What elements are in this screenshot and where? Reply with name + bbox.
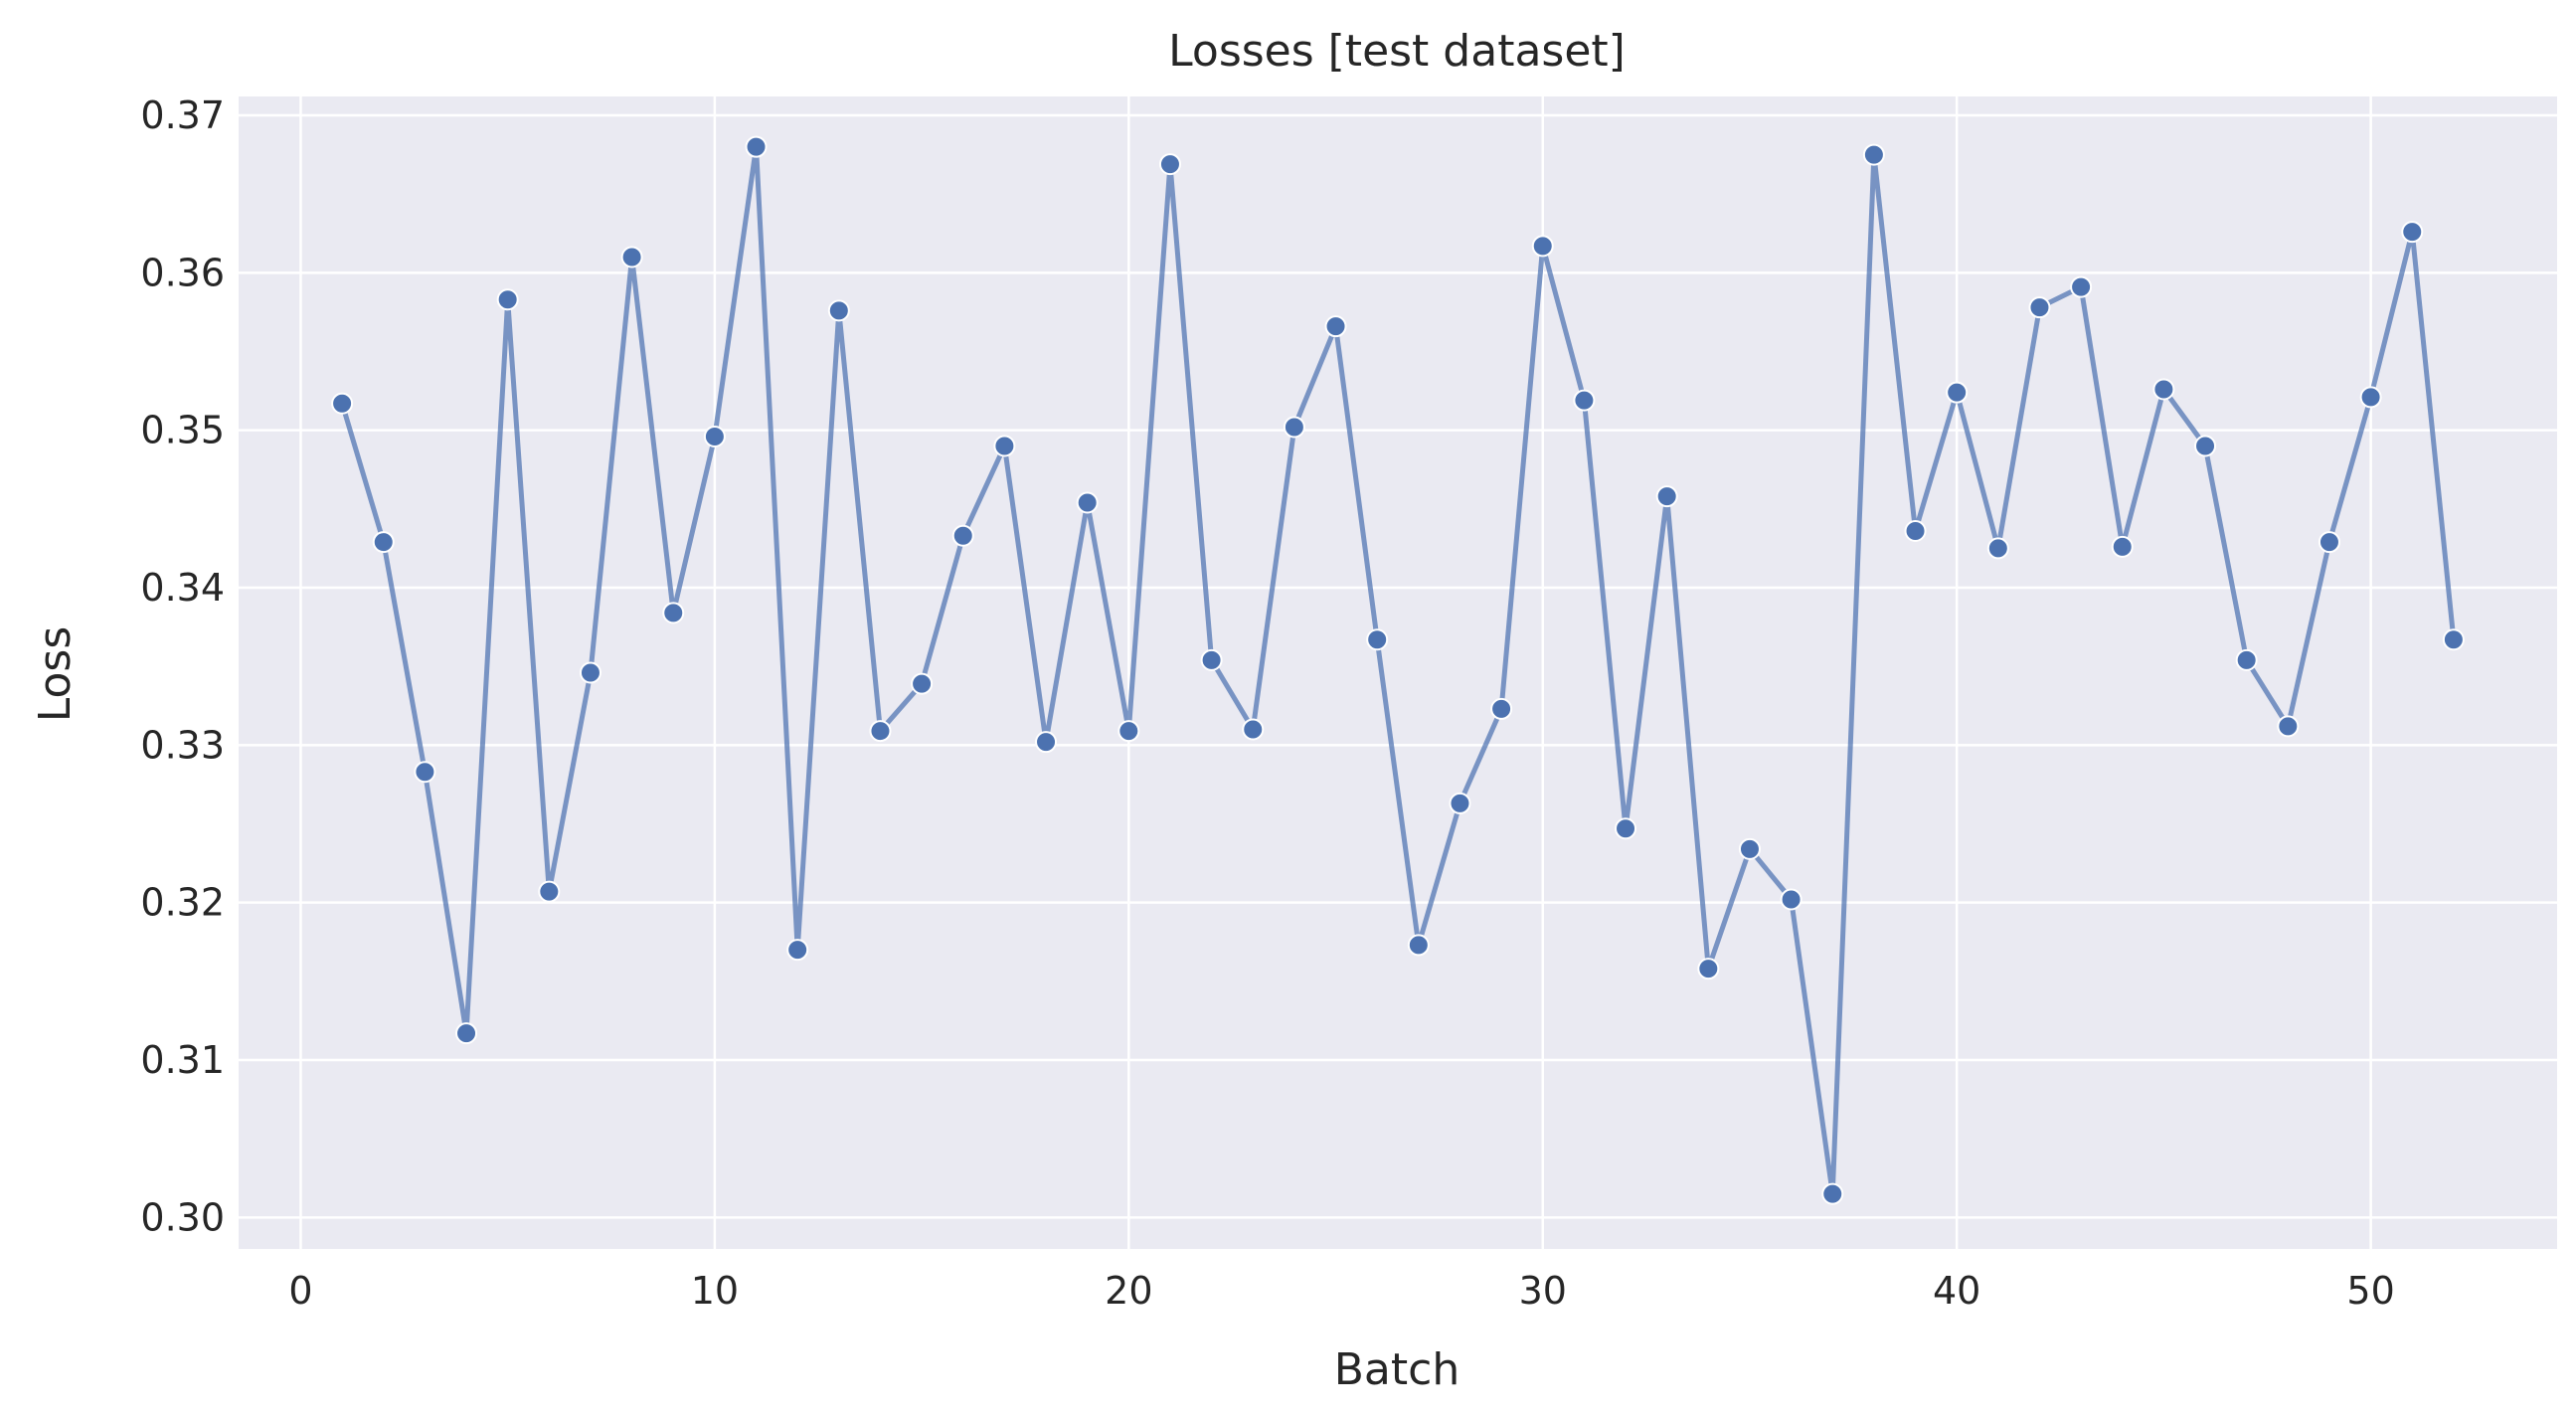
- plot-area: [239, 96, 2557, 1249]
- data-point: [1158, 153, 1181, 176]
- y-tick-label: 0.30: [140, 1195, 225, 1239]
- data-point: [1655, 485, 1678, 508]
- data-point: [786, 939, 809, 962]
- y-tick-label: 0.33: [140, 723, 225, 767]
- data-point: [1904, 520, 1927, 542]
- y-tick-label: 0.35: [140, 409, 225, 452]
- x-tick-label: 0: [288, 1269, 312, 1313]
- data-point: [1449, 792, 1471, 814]
- data-point: [869, 720, 892, 743]
- data-point: [745, 135, 768, 158]
- data-point: [2194, 435, 2217, 457]
- data-point: [1324, 315, 1347, 338]
- data-point: [331, 392, 354, 415]
- data-point: [993, 435, 1016, 457]
- data-point: [538, 880, 561, 903]
- data-point: [496, 288, 519, 311]
- data-point: [414, 761, 436, 784]
- data-point: [1946, 381, 1969, 404]
- x-axis-label: Batch: [1334, 1344, 1460, 1395]
- x-tick-label: 30: [1519, 1269, 1567, 1313]
- data-point: [1531, 235, 1554, 258]
- data-point: [2028, 296, 2051, 319]
- data-point: [827, 299, 850, 322]
- y-tick-label: 0.34: [140, 566, 225, 610]
- data-point: [2359, 386, 2382, 409]
- data-point: [662, 602, 685, 624]
- data-point: [1780, 888, 1803, 911]
- data-point: [455, 1022, 478, 1045]
- x-axis-ticks: 0 10 20 30 40 50: [288, 1269, 2394, 1313]
- data-point: [372, 531, 395, 554]
- data-point: [1573, 389, 1596, 412]
- data-point: [1076, 491, 1099, 514]
- data-point: [2277, 715, 2300, 738]
- data-point: [1738, 837, 1761, 860]
- data-point: [1242, 718, 1265, 741]
- data-point: [1862, 143, 1885, 166]
- data-point: [1200, 648, 1223, 671]
- data-point: [2442, 628, 2465, 651]
- data-point: [1283, 416, 1305, 439]
- y-tick-label: 0.36: [140, 251, 225, 294]
- series-group: [331, 135, 2465, 1205]
- data-point: [1035, 731, 1058, 754]
- y-axis-label: Loss: [30, 626, 81, 723]
- y-tick-label: 0.37: [140, 93, 225, 137]
- y-tick-label: 0.32: [140, 881, 225, 925]
- data-point: [1986, 537, 2009, 560]
- data-point: [951, 524, 974, 547]
- series-line: [339, 144, 2457, 1197]
- data-point: [703, 426, 726, 447]
- y-tick-label: 0.31: [140, 1038, 225, 1082]
- y-axis-ticks: 0.30 0.31 0.32 0.33 0.34 0.35 0.36 0.37: [140, 93, 225, 1239]
- chart-title: Losses [test dataset]: [1168, 26, 1626, 77]
- data-point: [620, 246, 643, 268]
- data-point: [911, 672, 934, 695]
- data-point: [1407, 934, 1430, 957]
- data-point: [1366, 628, 1389, 651]
- data-point: [2111, 535, 2134, 558]
- data-point: [2235, 648, 2258, 671]
- data-point: [1697, 958, 1720, 980]
- grid: [239, 96, 2557, 1249]
- x-tick-label: 40: [1933, 1269, 1980, 1313]
- data-point: [1821, 1182, 1844, 1205]
- x-tick-label: 10: [691, 1269, 739, 1313]
- x-tick-label: 20: [1105, 1269, 1152, 1313]
- data-point: [2401, 221, 2424, 244]
- data-point: [1615, 817, 1637, 840]
- data-point: [2070, 275, 2093, 298]
- data-point: [2152, 378, 2175, 401]
- data-point: [2318, 531, 2340, 554]
- data-point: [579, 661, 601, 684]
- x-tick-label: 50: [2346, 1269, 2394, 1313]
- data-point: [1490, 697, 1513, 720]
- data-point: [1117, 720, 1140, 743]
